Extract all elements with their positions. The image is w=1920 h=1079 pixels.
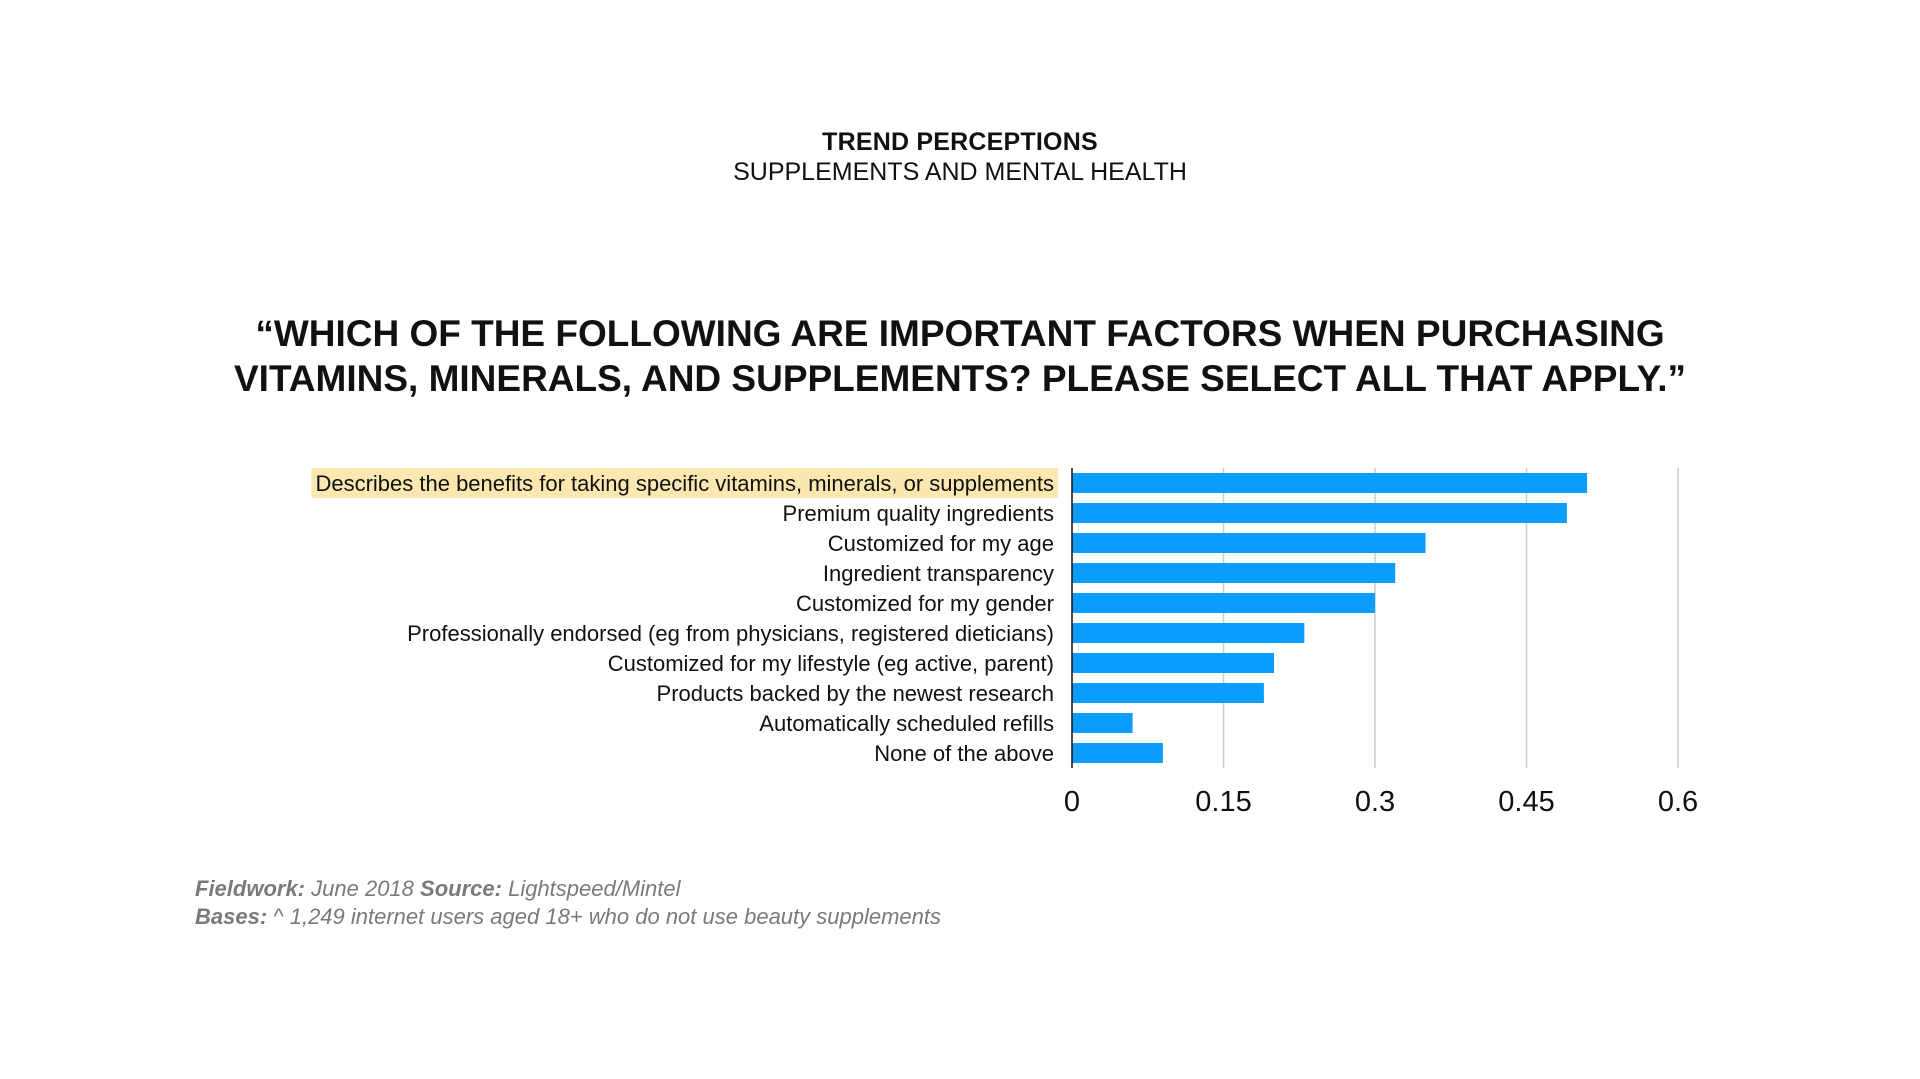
- x-tick-label: 0.6: [1658, 786, 1698, 818]
- page-subtitle: SUPPLEMENTS AND MENTAL HEALTH: [733, 158, 1187, 186]
- category-label: Premium quality ingredients: [783, 501, 1054, 526]
- source-value: Lightspeed/Mintel: [508, 876, 681, 901]
- survey-question-line-1: “WHICH OF THE FOLLOWING ARE IMPORTANT FA…: [255, 313, 1665, 354]
- category-label: Customized for my gender: [796, 591, 1054, 616]
- bar: [1072, 533, 1426, 553]
- x-tick-label: 0.45: [1498, 786, 1554, 818]
- bar: [1072, 473, 1588, 493]
- bar: [1072, 653, 1274, 673]
- category-label: Customized for my age: [828, 531, 1054, 556]
- survey-question: “WHICH OF THE FOLLOWING ARE IMPORTANT FA…: [160, 311, 1760, 401]
- fieldwork-value: June 2018: [311, 876, 414, 901]
- page-title: TREND PERCEPTIONS: [822, 128, 1098, 156]
- survey-question-line-2: VITAMINS, MINERALS, AND SUPPLEMENTS? PLE…: [233, 358, 1686, 399]
- bases-label: Bases:: [195, 904, 268, 929]
- category-highlight: [311, 468, 1058, 498]
- footer-fieldwork-source: Fieldwork: June 2018 Source: Lightspeed/…: [195, 876, 681, 902]
- x-tick-label: 0.3: [1355, 786, 1395, 818]
- fieldwork-label: Fieldwork:: [195, 876, 306, 901]
- category-label: Describes the benefits for taking specif…: [315, 471, 1054, 496]
- category-label: Professionally endorsed (eg from physici…: [407, 621, 1054, 646]
- x-tick-label: 0: [1064, 786, 1080, 818]
- footer-bases: Bases: ^ 1,249 internet users aged 18+ w…: [195, 904, 941, 930]
- category-label: Ingredient transparency: [823, 561, 1054, 586]
- category-label: Products backed by the newest research: [657, 681, 1054, 706]
- bar: [1072, 623, 1305, 643]
- bar: [1072, 563, 1396, 583]
- category-label: Customized for my lifestyle (eg active, …: [608, 651, 1054, 676]
- x-tick-label: 0.15: [1195, 786, 1251, 818]
- bar: [1072, 743, 1163, 763]
- bar: [1072, 503, 1567, 523]
- bar: [1072, 713, 1133, 733]
- category-label: Automatically scheduled refills: [759, 711, 1054, 736]
- bases-value: ^ 1,249 internet users aged 18+ who do n…: [273, 904, 942, 929]
- bar: [1072, 683, 1264, 703]
- category-label: None of the above: [874, 741, 1054, 766]
- bar: [1072, 593, 1375, 613]
- source-label: Source:: [420, 876, 502, 901]
